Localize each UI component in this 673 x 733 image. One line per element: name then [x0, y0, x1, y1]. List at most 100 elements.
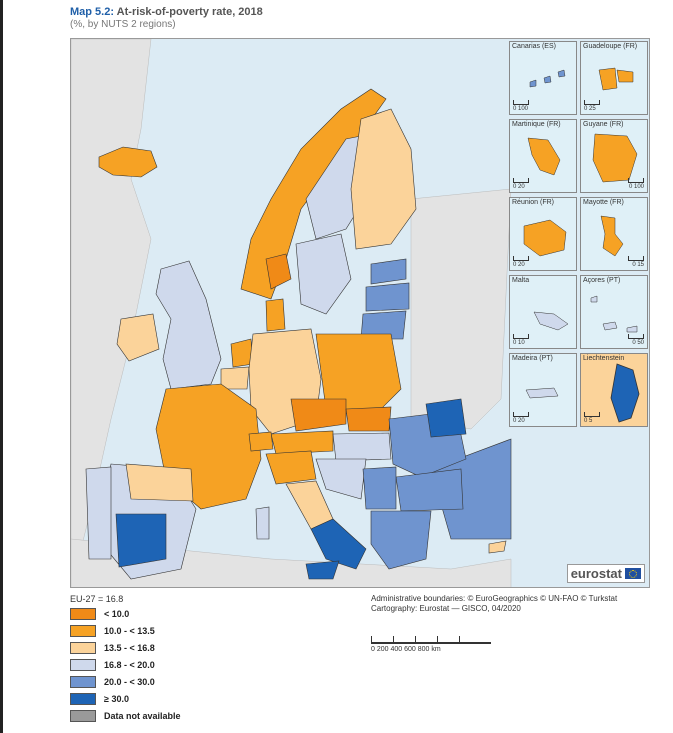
- region-hungary: [332, 432, 392, 462]
- region-serbia: [362, 466, 397, 510]
- credits-cartography: Cartography: Eurostat — GISCO, 04/2020: [371, 604, 521, 613]
- landmass-east: [410, 188, 512, 430]
- inset-liechtenstein-label: Liechtenstein: [583, 355, 625, 362]
- inset-malta-label: Malta: [512, 277, 530, 284]
- region-portugal: [85, 466, 112, 560]
- inset-guyane-scale: 0 100: [628, 178, 644, 190]
- legend-label: 10.0 - < 13.5: [104, 625, 155, 636]
- inset-martinique: Martinique (FR) 0 20: [509, 119, 577, 193]
- legend-label: < 10.0: [104, 608, 130, 619]
- inset-malta-scale-label: 0 10: [513, 340, 525, 346]
- legend-swatch: [70, 675, 96, 688]
- inset-liechtenstein-map: [610, 363, 640, 423]
- region-cyprus: [488, 540, 507, 554]
- inset-guadeloupe-scale-label: 0 25: [584, 106, 596, 112]
- legend-item: 13.5 - < 16.8: [70, 640, 181, 655]
- credits: Administrative boundaries: © EuroGeograp…: [371, 594, 617, 614]
- legend-label: ≥ 30.0: [104, 693, 129, 704]
- inset-martinique-scale: 0 20: [513, 178, 529, 190]
- region-sardinia: [255, 506, 270, 540]
- region-ireland: [116, 313, 160, 362]
- map-frame: Canarias (ES) 0 100 Guadeloupe (FR) 0 25…: [70, 38, 650, 588]
- inset-canarias: Canarias (ES) 0 100: [509, 41, 577, 115]
- region-lithuania: [360, 310, 407, 340]
- page-left-rule: [0, 0, 3, 733]
- legend-swatch: [70, 624, 96, 637]
- region-uk: [155, 260, 222, 390]
- inset-guyane-label: Guyane (FR): [583, 121, 624, 128]
- legend-average: EU-27 = 16.8: [70, 594, 124, 604]
- region-norway-oslo: [265, 253, 292, 290]
- inset-madeira-map: [525, 387, 559, 399]
- inset-acores-map: [590, 295, 638, 333]
- inset-guadeloupe-scale: 0 25: [584, 100, 600, 112]
- region-bulgaria: [395, 468, 464, 512]
- legend-swatch: [70, 641, 96, 654]
- region-poland: [315, 333, 402, 420]
- region-finland: [350, 108, 417, 250]
- legend: EU-27 = 16.8 < 10.0 10.0 - < 13.5 13.5 -…: [70, 594, 181, 725]
- region-slovenia-croatia: [315, 458, 367, 500]
- legend-label: 20.0 - < 30.0: [104, 676, 155, 687]
- legend-item: 16.8 - < 20.0: [70, 657, 181, 672]
- legend-label: 16.8 - < 20.0: [104, 659, 155, 670]
- inset-malta-scale: 0 10: [513, 334, 529, 346]
- eurostat-logo: eurostat: [566, 564, 645, 583]
- region-latvia: [365, 282, 410, 312]
- legend-swatch: [70, 692, 96, 705]
- region-sweden-south: [295, 233, 352, 315]
- region-greece: [370, 510, 432, 570]
- eurostat-logo-text: eurostat: [570, 566, 622, 581]
- inset-canarias-map: [529, 69, 566, 88]
- legend-item: < 10.0: [70, 606, 181, 621]
- inset-martinique-scale-label: 0 20: [513, 184, 525, 190]
- inset-reunion: Réunion (FR) 0 20: [509, 197, 577, 271]
- legend-item: 20.0 - < 30.0: [70, 674, 181, 689]
- map-title-text: At-risk-of-poverty rate, 2018: [116, 6, 263, 18]
- inset-canarias-label: Canarias (ES): [512, 43, 556, 50]
- europe-map: [71, 39, 512, 587]
- inset-reunion-map: [523, 219, 567, 257]
- inset-reunion-label: Réunion (FR): [512, 199, 555, 206]
- region-iceland: [98, 146, 158, 178]
- region-sicily: [305, 560, 340, 580]
- inset-guadeloupe-map: [598, 67, 634, 91]
- inset-canarias-scale: 0 100: [513, 100, 529, 112]
- inset-madeira-label: Madeira (PT): [512, 355, 553, 362]
- inset-acores-label: Açores (PT): [583, 277, 621, 284]
- inset-malta: Malta 0 10: [509, 275, 577, 349]
- region-austria: [270, 430, 334, 455]
- legend-swatch: [70, 709, 96, 722]
- region-italy-south: [310, 518, 367, 570]
- scale-bar-labels: 0 200 400 600 800 km: [371, 646, 441, 653]
- inset-madeira-scale: 0 20: [513, 412, 529, 424]
- region-estonia: [370, 258, 407, 285]
- inset-guadeloupe: Guadeloupe (FR) 0 25: [580, 41, 648, 115]
- region-switzerland: [248, 431, 274, 452]
- inset-canarias-scale-label: 0 100: [513, 106, 529, 112]
- region-spain-north: [125, 463, 194, 502]
- legend-item: ≥ 30.0: [70, 691, 181, 706]
- region-denmark: [265, 298, 286, 332]
- region-czechia: [290, 398, 347, 432]
- inset-reunion-scale: 0 20: [513, 256, 529, 268]
- inset-mayotte-scale: 0 15: [628, 256, 644, 268]
- legend-item: 10.0 - < 13.5: [70, 623, 181, 638]
- inset-mayotte-scale-label: 0 15: [632, 262, 644, 268]
- inset-guyane: Guyane (FR) 0 100: [580, 119, 648, 193]
- map-title-prefix: Map 5.2:: [70, 6, 115, 18]
- inset-madeira: Madeira (PT) 0 20: [509, 353, 577, 427]
- region-spain-south: [115, 513, 167, 568]
- inset-mayotte-label: Mayotte (FR): [583, 199, 624, 206]
- inset-guyane-scale-label: 0 100: [628, 184, 644, 190]
- inset-reunion-scale-label: 0 20: [513, 262, 525, 268]
- legend-label: 13.5 - < 16.8: [104, 642, 155, 653]
- eu-flag-icon: [625, 568, 641, 579]
- inset-martinique-label: Martinique (FR): [512, 121, 561, 128]
- inset-liechtenstein: Liechtenstein 0 5: [580, 353, 648, 427]
- scale-bar-ruler: [371, 634, 491, 644]
- map-subtitle: (%, by NUTS 2 regions): [70, 19, 176, 30]
- inset-liechtenstein-scale-label: 0 5: [584, 418, 593, 424]
- map-title: Map 5.2: At-risk-of-poverty rate, 2018: [70, 6, 263, 18]
- region-slovakia: [345, 406, 392, 432]
